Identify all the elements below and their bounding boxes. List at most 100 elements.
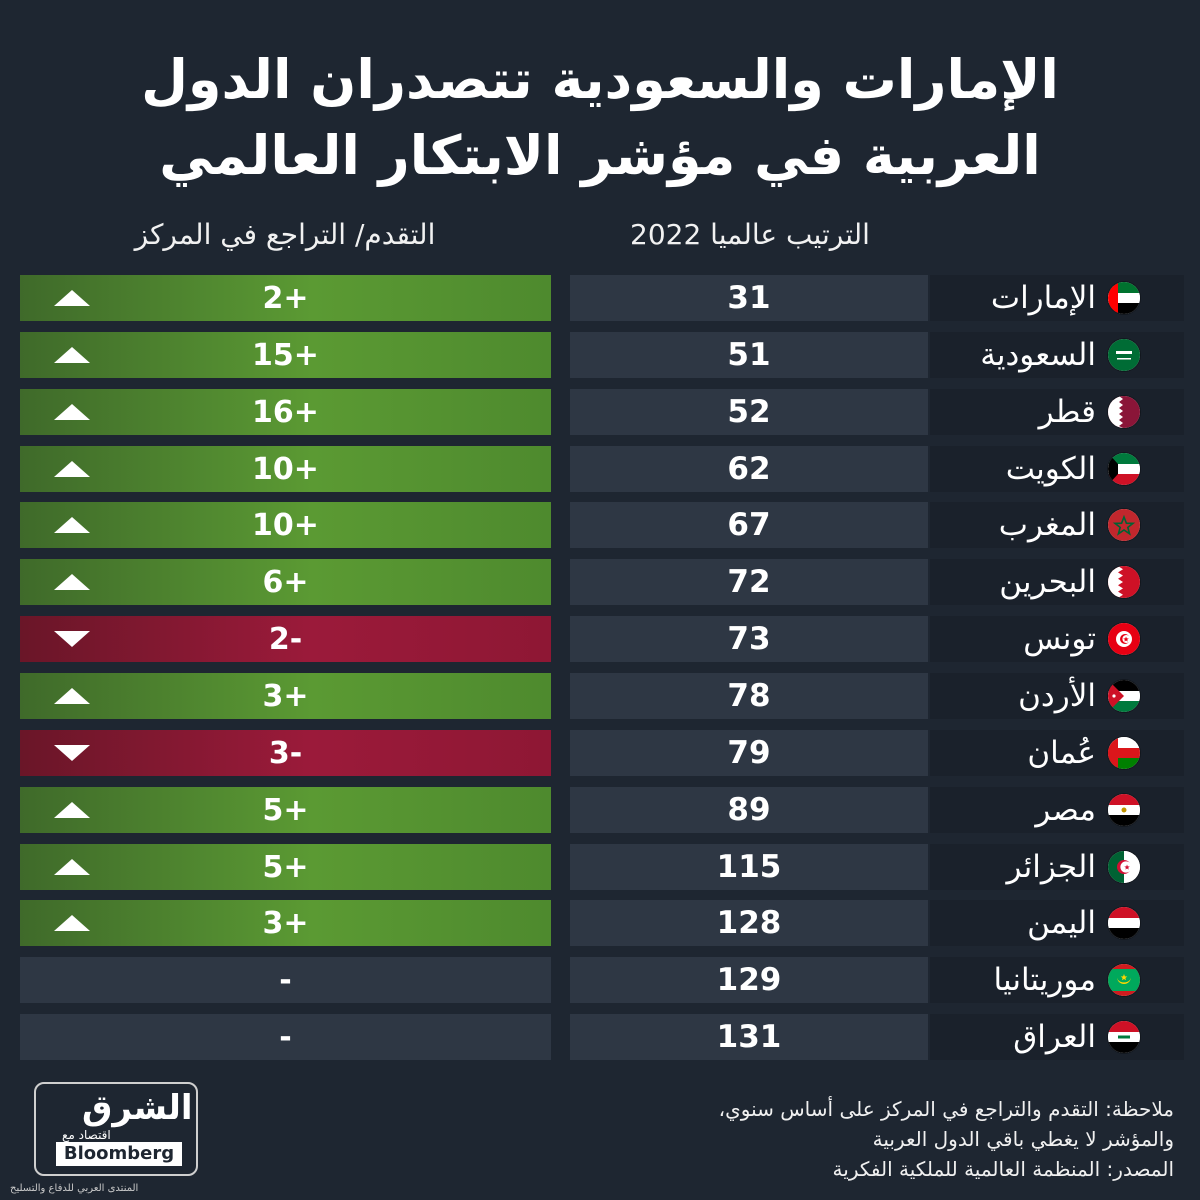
oman-flag-icon [1108, 737, 1140, 769]
saudi-flag-icon [1108, 339, 1140, 371]
rank-value: 128 [716, 905, 782, 941]
country-cell: الإمارات [930, 275, 1184, 321]
country-cell: اليمن [930, 900, 1184, 946]
change-cell: 3+ [20, 673, 551, 719]
change-value: 10+ [252, 451, 319, 487]
change-cell: 2- [20, 616, 551, 662]
table-row: - 129 موريتانيا [0, 957, 1200, 1003]
rank-value: 115 [716, 849, 782, 885]
table-row: 3+ 128 اليمن [0, 900, 1200, 946]
change-value: 2- [268, 621, 303, 657]
country-cell: المغرب [930, 502, 1184, 548]
change-value: 3+ [262, 905, 309, 941]
change-value: 6+ [262, 564, 309, 600]
table-row: 10+ 62 الكويت [0, 446, 1200, 492]
table-row: 16+ 52 قطر [0, 389, 1200, 435]
country-name: قطر [1038, 394, 1096, 430]
rank-column-header: الترتيب عالميا 2022 [630, 218, 870, 251]
note-line-1: ملاحظة: التقدم والتراجع في المركز على أس… [718, 1097, 1174, 1121]
notes: ملاحظة: التقدم والتراجع في المركز على أس… [614, 1094, 1174, 1184]
yemen-flag-icon [1108, 907, 1140, 939]
egypt-flag-icon [1108, 794, 1140, 826]
page-title: الإمارات والسعودية تتصدران الدول العربية… [0, 42, 1200, 194]
country-name: المغرب [998, 507, 1096, 543]
rank-cell: 73 [570, 616, 928, 662]
algeria-flag-icon [1108, 851, 1140, 883]
country-cell: مصر [930, 787, 1184, 833]
rank-cell: 115 [570, 844, 928, 890]
rank-value: 131 [716, 1019, 782, 1055]
iraq-flag-icon [1108, 1021, 1140, 1053]
rank-cell: 78 [570, 673, 928, 719]
change-cell: 5+ [20, 787, 551, 833]
qatar-flag-icon [1108, 396, 1140, 428]
mauritania-flag-icon [1108, 964, 1140, 996]
change-value: 16+ [252, 394, 319, 430]
rank-value: 52 [727, 394, 771, 430]
country-name: الأردن [1018, 678, 1096, 714]
country-cell: تونس [930, 616, 1184, 662]
logo-main-text: الشرق [82, 1088, 193, 1128]
change-cell: 2+ [20, 275, 551, 321]
country-name: العراق [1013, 1019, 1096, 1055]
watermark: المنتدى العربي للدفاع والتسليح [10, 1183, 139, 1194]
rank-value: 72 [727, 564, 771, 600]
uae-flag-icon [1108, 282, 1140, 314]
change-cell: 3+ [20, 900, 551, 946]
country-cell: الأردن [930, 673, 1184, 719]
tunisia-flag-icon [1108, 623, 1140, 655]
country-name: الجزائر [1006, 849, 1096, 885]
rank-cell: 62 [570, 446, 928, 492]
arrow-up-icon [54, 574, 90, 590]
rank-value: 129 [716, 962, 782, 998]
table-row: 6+ 72 البحرين [0, 559, 1200, 605]
rank-value: 89 [727, 792, 771, 828]
rank-cell: 89 [570, 787, 928, 833]
logo-sub-label: اقتصاد [78, 1128, 111, 1142]
change-cell: - [20, 1014, 551, 1060]
bahrain-flag-icon [1108, 566, 1140, 598]
rank-cell: 67 [570, 502, 928, 548]
asharq-logo: الشرق اقتصاد مع Bloomberg [22, 1082, 200, 1176]
arrow-up-icon [54, 290, 90, 306]
title-line-1: الإمارات والسعودية تتصدران الدول [141, 48, 1059, 111]
arrow-up-icon [54, 802, 90, 818]
country-name: الإمارات [990, 280, 1096, 316]
rank-cell: 128 [570, 900, 928, 946]
change-cell: 10+ [20, 446, 551, 492]
rank-cell: 51 [570, 332, 928, 378]
rank-value: 78 [727, 678, 771, 714]
table-row: 5+ 115 الجزائر [0, 844, 1200, 890]
table-row: 2+ 31 الإمارات [0, 275, 1200, 321]
change-cell: 10+ [20, 502, 551, 548]
change-value: 5+ [262, 792, 309, 828]
logo-with-label: مع [62, 1128, 75, 1142]
rank-cell: 79 [570, 730, 928, 776]
rank-cell: 52 [570, 389, 928, 435]
country-cell: البحرين [930, 559, 1184, 605]
change-value: 5+ [262, 849, 309, 885]
table-row: 15+ 51 السعودية [0, 332, 1200, 378]
country-cell: موريتانيا [930, 957, 1184, 1003]
arrow-up-icon [54, 347, 90, 363]
arrow-up-icon [54, 517, 90, 533]
rank-value: 51 [727, 337, 771, 373]
country-name: تونس [1023, 621, 1096, 657]
change-value: - [279, 962, 292, 998]
rank-value: 62 [727, 451, 771, 487]
change-column-header: التقدم/ التراجع في المركز [134, 218, 436, 251]
country-cell: الجزائر [930, 844, 1184, 890]
change-cell: 16+ [20, 389, 551, 435]
arrow-up-icon [54, 461, 90, 477]
change-cell: 15+ [20, 332, 551, 378]
country-cell: قطر [930, 389, 1184, 435]
country-cell: عُمان [930, 730, 1184, 776]
change-cell: 6+ [20, 559, 551, 605]
arrow-down-icon [54, 631, 90, 647]
arrow-up-icon [54, 859, 90, 875]
table-row: 5+ 89 مصر [0, 787, 1200, 833]
logo-frame [34, 1082, 198, 1176]
source-line: المصدر: المنظمة العالمية للملكية الفكرية [832, 1157, 1174, 1181]
country-name: البحرين [999, 564, 1096, 600]
arrow-down-icon [54, 745, 90, 761]
